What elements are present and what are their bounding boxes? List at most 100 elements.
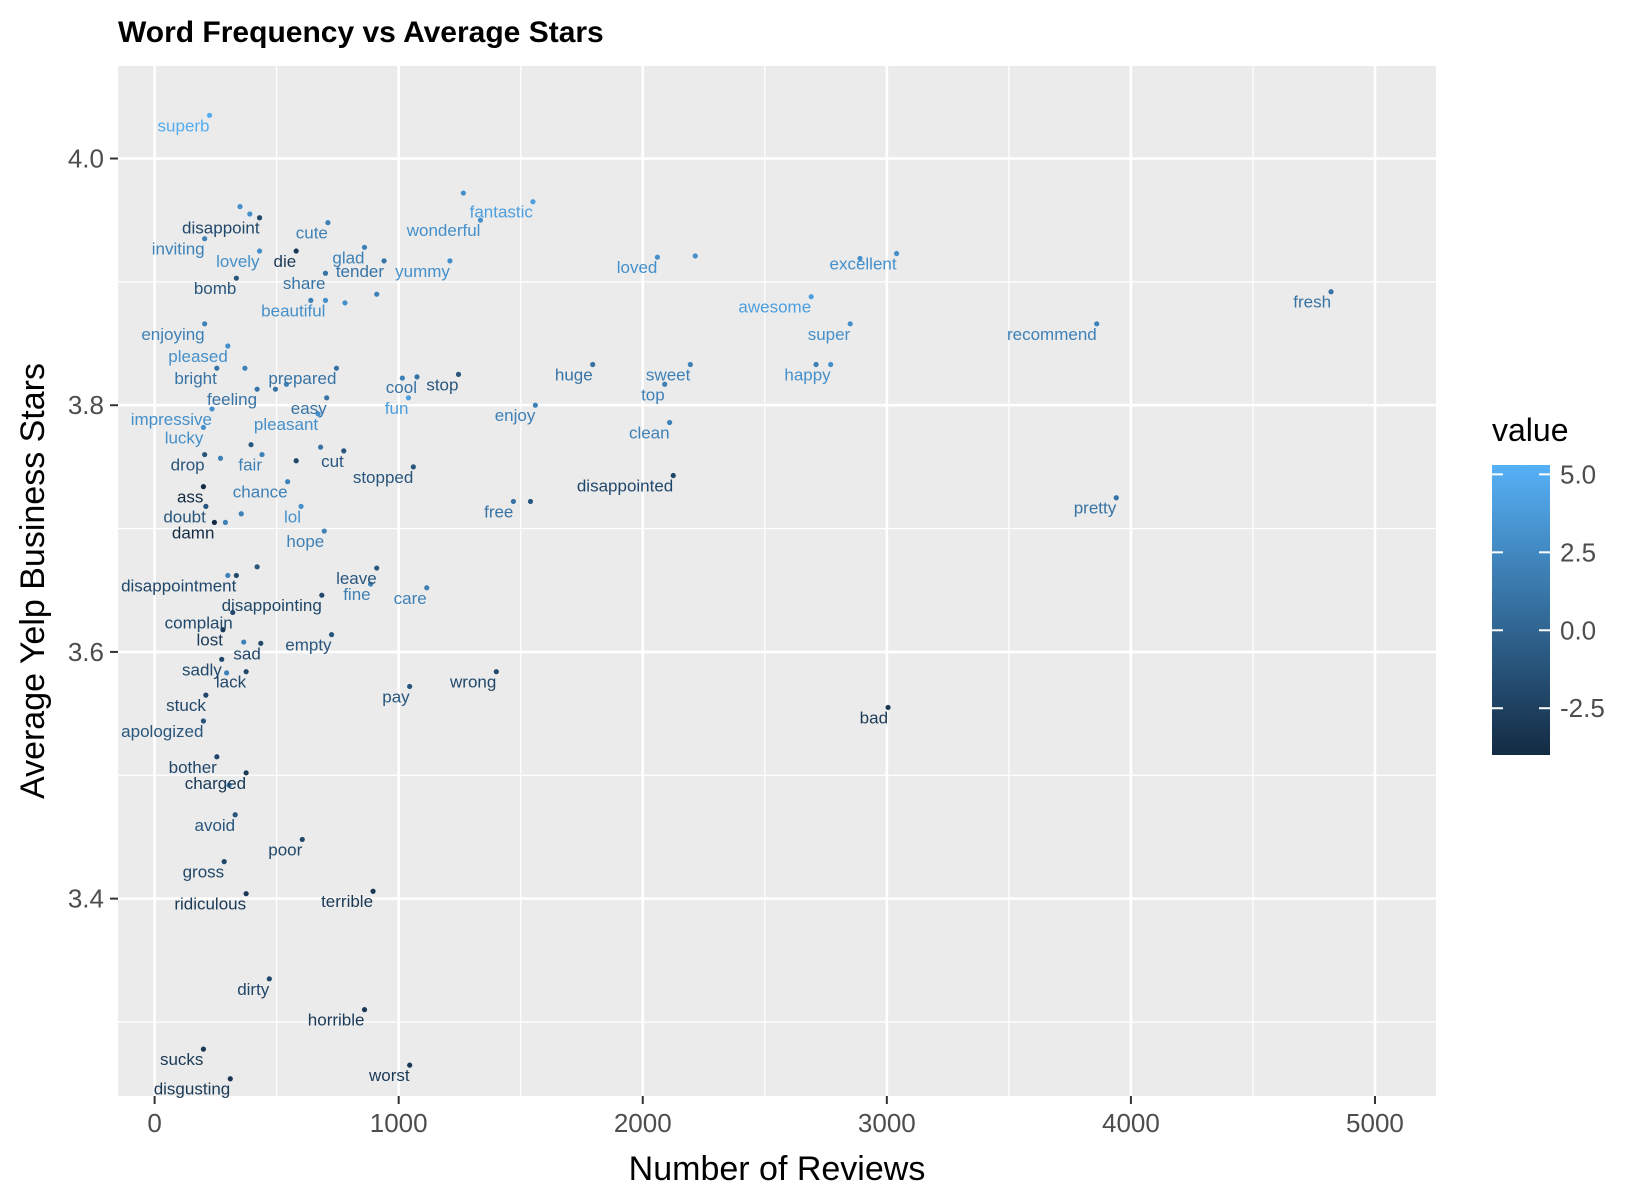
data-point [222,519,228,526]
data-point [325,220,331,226]
legend-ticks: 5.0 2.5 0.0 -2.5 [1492,459,1605,723]
data-point [342,300,348,306]
data-point [225,343,231,349]
data-point [510,498,516,505]
data-point [319,592,325,598]
point-label: bright [174,369,217,388]
point-label: care [394,589,427,608]
data-point [374,565,380,571]
data-point [662,381,668,387]
data-point [1094,321,1100,327]
point-label: poor [268,840,302,859]
point-label: drop [171,456,205,475]
data-point [203,692,209,698]
data-point [847,321,853,327]
x-tick-label: 2000 [614,1108,672,1138]
y-tick-label: 4.0 [68,144,104,174]
data-point [266,976,272,982]
data-point [370,888,376,894]
point-label: disappoint [182,219,260,238]
data-point [254,564,260,570]
data-point [654,254,661,260]
data-point [381,258,387,264]
data-point [293,248,299,254]
point-label: fun [385,399,409,418]
data-point [299,836,305,843]
point-label: dirty [237,980,270,999]
data-point [374,291,380,297]
data-point [321,528,327,534]
data-point [399,375,405,381]
point-label: enjoying [141,325,204,344]
data-point [243,669,249,675]
data-point [242,365,248,371]
data-point [238,511,244,517]
data-point [224,670,230,676]
point-label: cut [321,452,344,471]
data-point [248,442,254,448]
data-point [410,464,416,470]
point-label: fantastic [470,203,534,222]
data-point [214,365,220,371]
point-label: share [283,274,326,293]
data-point [202,321,208,327]
data-point [285,479,291,485]
grid-minor [118,66,1436,1096]
data-point [532,402,538,408]
point-label: lost [196,631,223,650]
data-point [308,297,314,303]
x-tick-label: 1000 [370,1108,428,1138]
data-point [217,455,224,461]
data-point [219,656,225,662]
data-point [813,361,819,368]
point-label: sad [233,644,260,663]
data-point [200,718,207,724]
data-point [256,248,263,254]
point-label: damn [172,523,215,542]
data-point [333,365,340,371]
data-point [226,782,232,788]
point-label: cute [296,224,328,243]
x-tick-label: 5000 [1346,1108,1404,1138]
data-point [407,1062,413,1068]
data-point [405,395,412,401]
point-label: excellent [829,254,896,273]
point-label: doubt [163,507,206,526]
x-tick-label: 3000 [858,1108,916,1138]
point-label: lovely [216,252,260,271]
data-point [241,639,247,645]
point-label: cool [386,378,417,397]
point-label: recommend [1007,325,1097,344]
x-tick-label: 4000 [1102,1108,1160,1138]
point-label: disappointing [222,596,322,615]
point-label: tender [336,262,385,281]
data-point [293,458,299,464]
data-point [225,572,231,579]
data-point [361,1007,368,1013]
legend-tick-label: -2.5 [1560,693,1605,723]
point-label: sadly [182,660,222,679]
point-label: glad [332,248,364,267]
point-label: stopped [353,468,414,487]
point-label: clean [629,423,670,442]
data-point [1113,495,1119,501]
data-point [220,627,226,633]
data-point [322,297,329,303]
point-label: enjoy [495,406,536,425]
data-point [233,275,239,281]
point-label: fresh [1293,293,1331,312]
data-point [233,572,239,579]
point-label: awesome [738,298,811,317]
data-point [893,250,900,257]
point-label: avoid [195,816,236,835]
data-point [368,581,374,587]
data-point [221,859,227,865]
data-point [317,444,324,450]
point-label: lack [216,673,247,692]
data-point [202,236,208,242]
point-label: impressive [131,410,212,429]
chart-title: Word Frequency vs Average Stars [118,16,604,49]
data-point [232,812,238,818]
y-axis-title: Average Yelp Business Stars [14,363,52,799]
